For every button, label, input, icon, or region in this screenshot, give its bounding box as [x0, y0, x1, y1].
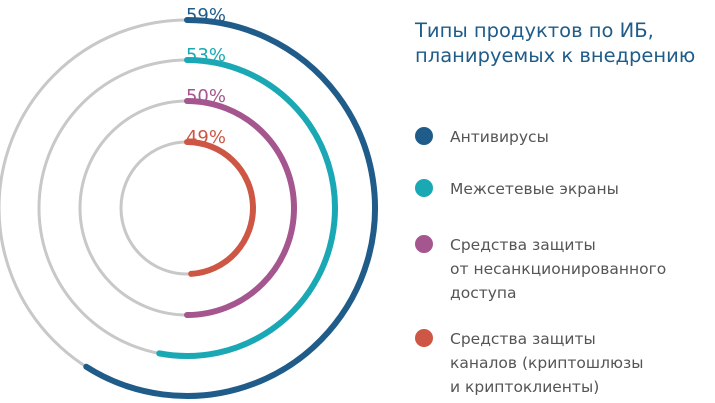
- chart-title: Типы продуктов по ИБ, планируемых к внед…: [415, 18, 715, 68]
- radial-chart: 59% 53% 50% 49%: [0, 5, 378, 399]
- legend-dot-firewalls: [415, 179, 433, 197]
- ring-arc: [83, 17, 378, 399]
- legend-line: Межсетевые экраны: [450, 180, 619, 198]
- legend-dot-nsd-protection: [415, 235, 433, 253]
- chart-title-line-2: планируемых к внедрению: [415, 44, 696, 67]
- legend-line: Средства защиты: [450, 330, 596, 348]
- ring-arc: [184, 98, 297, 318]
- ring-value-label: 53%: [186, 45, 226, 66]
- chart-arcs: [83, 17, 378, 399]
- legend-line: Средства защиты: [450, 236, 596, 254]
- legend-line: каналов (криптошлюзы: [450, 354, 644, 372]
- chart-title-line-1: Типы продуктов по ИБ,: [415, 19, 654, 42]
- chart-value-labels: 59% 53% 50% 49%: [186, 5, 226, 148]
- legend-label-antivirus: Антивирусы: [450, 125, 715, 149]
- legend-label-firewalls: Межсетевые экраны: [450, 177, 715, 201]
- ring-arc: [156, 57, 338, 359]
- ring-arc: [184, 139, 256, 277]
- legend-line: и криптоклиенты): [450, 378, 600, 396]
- legend-dot-antivirus: [415, 127, 433, 145]
- legend-line: Антивирусы: [450, 128, 549, 146]
- legend-line: доступа: [450, 284, 517, 302]
- legend-label-channel-protection: Средства защиты каналов (криптошлюзы и к…: [450, 327, 715, 399]
- ring-value-label: 59%: [186, 5, 226, 26]
- legend-line: от несанкционированного: [450, 260, 667, 278]
- ring-value-label: 50%: [186, 86, 226, 107]
- legend-label-nsd-protection: Средства защиты от несанкционированного …: [450, 233, 715, 305]
- legend-dot-channel-protection: [415, 329, 433, 347]
- ring-value-label: 49%: [186, 127, 226, 148]
